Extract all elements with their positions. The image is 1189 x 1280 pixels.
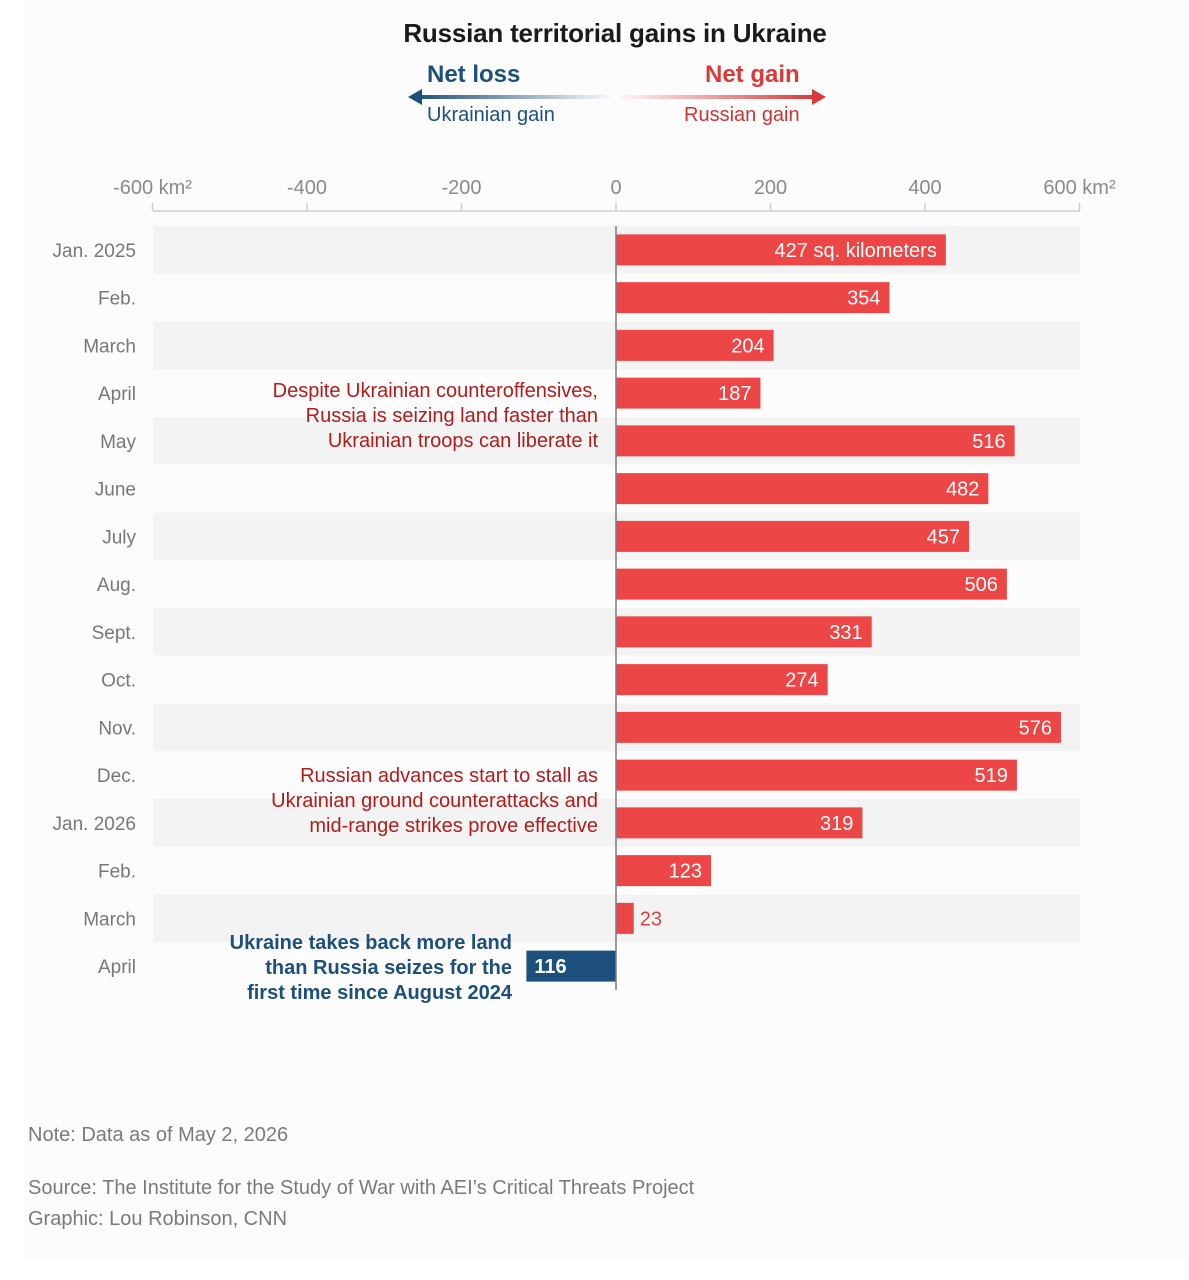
footnote-note: Note: Data as of May 2, 2026 <box>28 1124 289 1146</box>
value-label: 274 <box>785 670 818 692</box>
bar-chart: -600 km² -400 -200 0 200 400 600 km² Jan. 2025 4… <box>53 177 1116 1004</box>
bar-9 <box>616 664 828 696</box>
category-label: Feb. <box>98 289 136 310</box>
annotation-line: Despite Ukrainian counteroffensives, <box>273 380 598 402</box>
bar-10 <box>616 711 1061 743</box>
annotation-line: Ukrainian troops can liberate it <box>328 430 599 452</box>
category-label: Sept. <box>92 623 136 644</box>
chart-title: Russian territorial gains in Ukraine <box>403 18 827 48</box>
category-label: April <box>98 384 136 405</box>
category-label: July <box>102 527 136 548</box>
annotation-line: Russian advances start to stall as <box>300 765 598 787</box>
annotation-line: mid-range strikes prove effective <box>309 815 598 837</box>
value-label: 519 <box>975 765 1008 787</box>
x-tick-label: 0 <box>610 177 621 199</box>
value-label: 482 <box>946 479 979 501</box>
value-label: 23 <box>640 908 662 930</box>
bar-11 <box>616 759 1017 791</box>
category-label: April <box>98 957 136 978</box>
x-tick-label: 200 <box>754 177 787 199</box>
category-label: Nov. <box>98 718 136 739</box>
annotation-line: Ukrainian ground counterattacks and <box>271 790 598 812</box>
legend-arrow-icon <box>408 89 826 105</box>
value-label: 354 <box>847 288 880 310</box>
category-label: Dec. <box>97 766 136 787</box>
bar-12 <box>616 807 863 839</box>
legend-net-gain: Net gain <box>705 61 800 88</box>
value-label: 457 <box>927 526 960 548</box>
category-label: March <box>83 909 136 930</box>
x-tick-label: -600 km² <box>113 177 192 199</box>
x-tick-label: 400 <box>908 177 941 199</box>
value-label: 116 <box>534 956 566 978</box>
x-tick-label: -200 <box>441 177 481 199</box>
annotation-line: than Russia seizes for the <box>265 957 512 979</box>
category-label: Oct. <box>101 671 136 692</box>
category-label: Aug. <box>97 575 136 596</box>
value-label: 123 <box>669 861 702 883</box>
value-label: 319 <box>820 813 853 835</box>
value-label: 427 sq. kilometers <box>775 240 937 262</box>
bar-13 <box>616 855 712 887</box>
footnote-credit: Graphic: Lou Robinson, CNN <box>28 1208 288 1230</box>
category-label: June <box>95 480 136 501</box>
annotation-line: Russia is seizing land faster than <box>306 405 598 427</box>
category-label: Feb. <box>98 862 136 883</box>
value-label: 516 <box>972 431 1005 453</box>
bar-2 <box>616 329 774 361</box>
bar-3 <box>616 377 761 409</box>
category-label: March <box>83 336 136 357</box>
legend-russian-gain: Russian gain <box>684 104 800 126</box>
value-label: 204 <box>731 335 764 357</box>
x-tick-label: 600 km² <box>1043 177 1116 199</box>
bar-8 <box>616 616 872 648</box>
bar-14 <box>616 902 634 934</box>
legend-net-loss: Net loss <box>427 61 521 88</box>
footnote-source: Source: The Institute for the Study of W… <box>28 1177 695 1199</box>
bar-5 <box>616 473 989 505</box>
category-label: Jan. 2025 <box>53 241 136 262</box>
category-label: Jan. 2026 <box>53 814 136 835</box>
x-tick-label: -400 <box>287 177 327 199</box>
bar-6 <box>616 520 970 552</box>
bar-15 <box>526 950 616 982</box>
annotation-line: Ukraine takes back more land <box>230 932 512 954</box>
category-label: May <box>100 432 136 453</box>
annotation-line: first time since August 2024 <box>247 982 513 1004</box>
value-label: 506 <box>965 574 998 596</box>
bar-0 <box>616 234 946 266</box>
value-label: 331 <box>829 622 862 644</box>
value-label: 576 <box>1019 717 1052 739</box>
bar-4 <box>616 425 1015 457</box>
bar-1 <box>616 282 890 314</box>
bar-7 <box>616 568 1007 600</box>
value-label: 187 <box>718 383 751 405</box>
legend-ukrainian-gain: Ukrainian gain <box>427 104 555 126</box>
